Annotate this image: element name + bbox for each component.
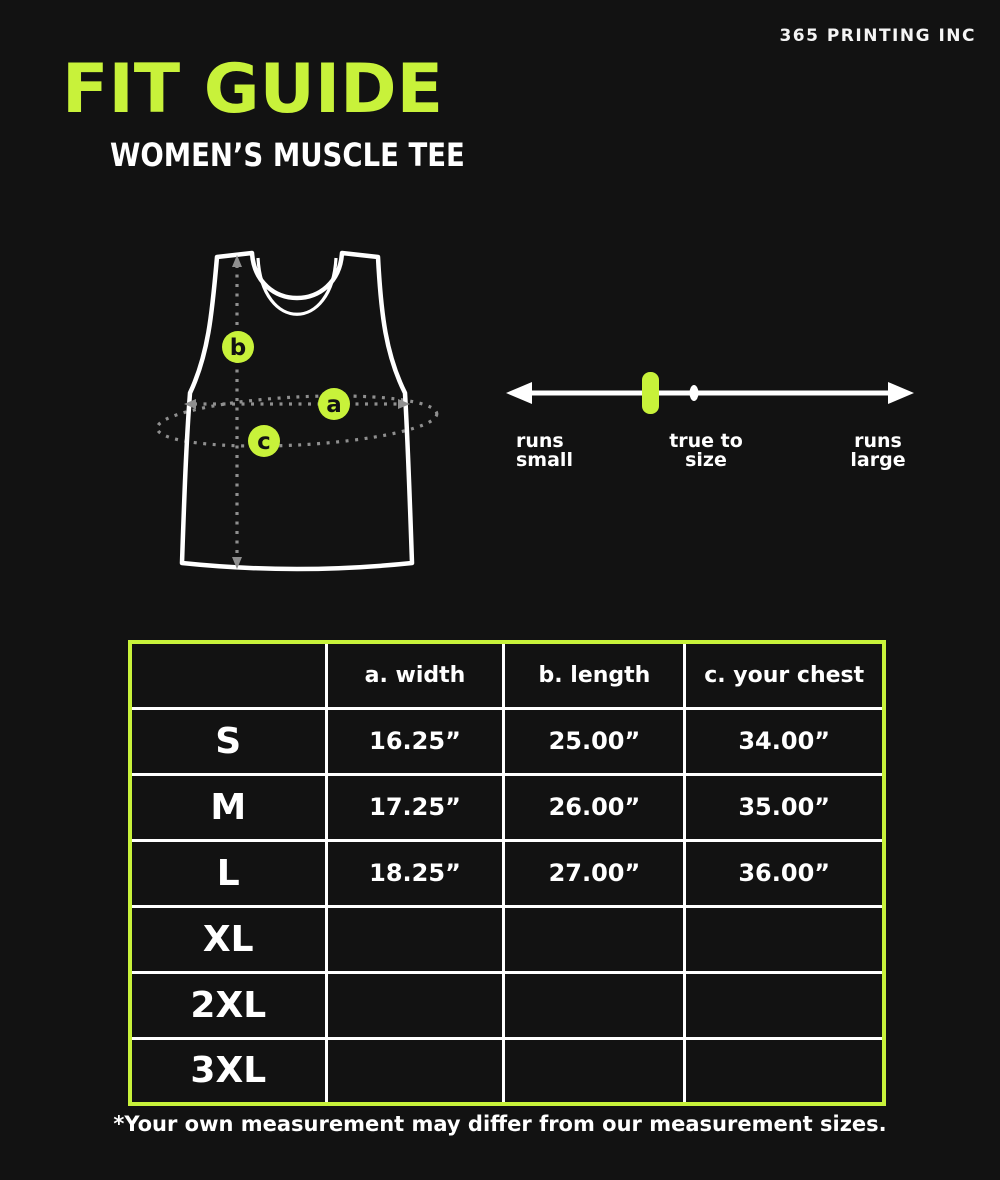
- header-chest-cell: c. your chest: [683, 640, 886, 710]
- chest-value: [683, 1036, 886, 1106]
- page-title: FIT GUIDE: [62, 50, 444, 129]
- header-width-cell: a. width: [324, 640, 506, 710]
- fit-scale: [506, 372, 914, 414]
- size-label: 2XL: [128, 970, 328, 1040]
- width-value: [324, 970, 506, 1040]
- marker-a-label: a: [326, 392, 342, 418]
- chest-value: 34.00”: [683, 706, 886, 776]
- length-value: [502, 1036, 687, 1106]
- marker-b-label: b: [230, 335, 246, 361]
- tank-outline: [179, 250, 415, 572]
- marker-b: b: [222, 331, 254, 363]
- arrow-left-icon: [184, 399, 196, 409]
- width-value: 16.25”: [324, 706, 506, 776]
- width-value: [324, 1036, 506, 1106]
- header-size-cell: [128, 640, 328, 710]
- width-value: 17.25”: [324, 772, 506, 842]
- table-row-2xl: 2XL: [128, 970, 886, 1040]
- size-label: M: [128, 772, 328, 842]
- arrow-up-icon: [232, 255, 242, 267]
- brand-name: 365 PRINTING INC: [779, 26, 976, 46]
- fit-scale-arrow-left-icon: [506, 382, 532, 404]
- width-value: 18.25”: [324, 838, 506, 908]
- marker-c-label: c: [257, 429, 271, 455]
- muscle-tee-diagram: b a c: [155, 250, 439, 572]
- arrow-right-icon: [398, 399, 410, 409]
- table-header-row: a. width b. length c. your chest: [128, 640, 886, 710]
- table-row-m: M 17.25” 26.00” 35.00”: [128, 772, 886, 842]
- size-label: XL: [128, 904, 328, 974]
- size-label: 3XL: [128, 1036, 328, 1106]
- chest-value: [683, 904, 886, 974]
- table-row-l: L 18.25” 27.00” 36.00”: [128, 838, 886, 908]
- chest-value: 36.00”: [683, 838, 886, 908]
- size-table: a. width b. length c. your chest S 16.25…: [128, 640, 886, 1106]
- fit-scale-arrow-right-icon: [888, 382, 914, 404]
- length-value: [502, 904, 687, 974]
- width-value: [324, 904, 506, 974]
- marker-c: c: [248, 425, 280, 457]
- runs-small-label: runs small: [516, 430, 573, 471]
- true-to-size-dot: [689, 385, 699, 401]
- size-label: L: [128, 838, 328, 908]
- true-to-size-label: true to size: [669, 430, 743, 471]
- chest-value: [683, 970, 886, 1040]
- length-value: 27.00”: [502, 838, 687, 908]
- marker-a: a: [318, 388, 350, 420]
- table-row-3xl: 3XL: [128, 1036, 886, 1106]
- table-row-xl: XL: [128, 904, 886, 974]
- table-row-s: S 16.25” 25.00” 34.00”: [128, 706, 886, 776]
- length-value: 26.00”: [502, 772, 687, 842]
- runs-large-label: runs large: [850, 430, 906, 471]
- measurement-disclaimer: *Your own measurement may differ from ou…: [113, 1112, 887, 1136]
- length-value: [502, 970, 687, 1040]
- chest-ellipse-line: [155, 394, 439, 448]
- header-length-cell: b. length: [502, 640, 687, 710]
- inner-neckline: [256, 257, 338, 316]
- length-value: 25.00”: [502, 706, 687, 776]
- page-subtitle: WOMEN’S MUSCLE TEE: [110, 136, 465, 174]
- fit-indicator: [642, 372, 659, 414]
- chest-value: 35.00”: [683, 772, 886, 842]
- size-label: S: [128, 706, 328, 776]
- arrow-down-icon: [232, 557, 242, 569]
